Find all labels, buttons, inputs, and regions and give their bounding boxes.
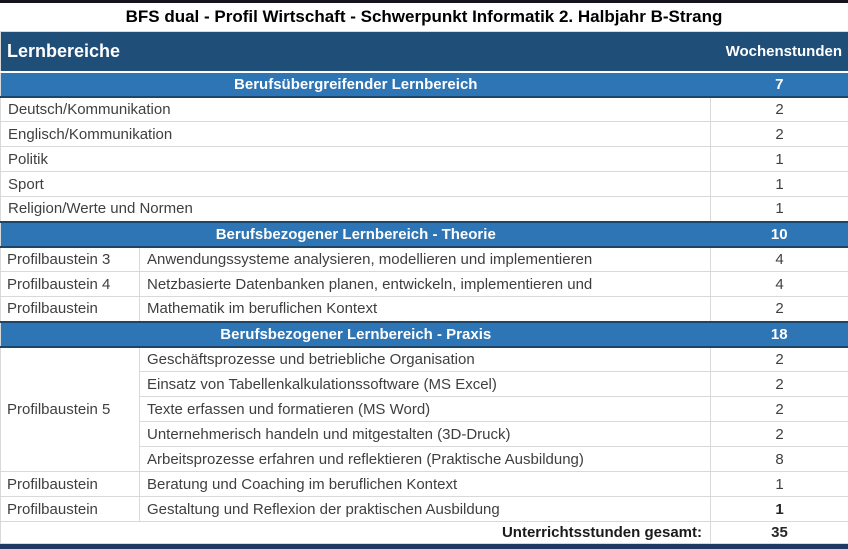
table-row: Profilbaustein 4 Netzbasierte Datenbanke… [0,271,848,297]
column-header-wochenstunden: Wochenstunden [710,31,848,73]
column-header-lernbereiche: Lernbereiche [0,31,711,73]
total-label-cell: Unterrichtsstunden gesamt: [0,521,712,544]
hours-cell: 2 [710,121,848,147]
subject-cell: Gestaltung und Reflexion der praktischen… [138,496,712,522]
section-header-theorie: Berufsbezogener Lernbereich - Theorie 10 [0,220,848,248]
section-hours: 7 [710,70,848,98]
hours-cell: 1 [710,146,848,172]
section-hours: 18 [710,320,848,348]
total-row: Unterrichtsstunden gesamt: 35 [0,521,848,544]
subject-cell: Mathematik im beruflichen Kontext [138,296,712,322]
subject-cell: Politik [0,146,712,172]
hours-cell: 8 [710,446,848,472]
subject-cell: Englisch/Kommunikation [0,121,712,147]
table-row: Profilbaustein 3 Anwendungssysteme analy… [0,246,848,272]
module-cell: Profilbaustein [0,471,140,497]
module-cell: Profilbaustein [0,496,140,522]
table-row: Texte erfassen und formatieren (MS Word)… [1,396,848,422]
hours-cell: 4 [710,246,848,272]
total-value-cell: 35 [710,521,848,544]
hours-cell: 1 [710,471,848,497]
subject-cell: Beratung und Coaching im beruflichen Kon… [138,471,712,497]
hours-cell: 2 [710,346,848,372]
table-row: Englisch/Kommunikation 2 [0,121,848,147]
section-title: Berufsbezogener Lernbereich - Theorie [0,220,711,248]
table-row: Einsatz von Tabellenkalkulationssoftware… [1,371,848,397]
hours-cell: 1 [710,171,848,197]
section-title: Berufsübergreifender Lernbereich [0,70,711,98]
table-header-row: Lernbereiche Wochenstunden [0,31,848,73]
hours-cell: 2 [710,96,848,122]
hours-cell: 1 [710,496,848,522]
subject-cell: Deutsch/Kommunikation [0,96,712,122]
table-row: Profilbaustein Gestaltung und Reflexion … [0,496,848,522]
section-header-praxis: Berufsbezogener Lernbereich - Praxis 18 [0,320,848,348]
module-cell: Profilbaustein [0,296,140,322]
module-cell: Profilbaustein 4 [0,271,140,297]
table-row: Profilbaustein Mathematik im beruflichen… [0,296,848,322]
module-cell-profilbaustein-5: Profilbaustein 5 [0,346,140,472]
module-cell: Profilbaustein 3 [0,246,140,272]
page-title: BFS dual - Profil Wirtschaft - Schwerpun… [125,7,723,26]
bottom-border-bar [0,544,848,549]
hours-cell: 2 [710,371,848,397]
subject-cell: Arbeitsprozesse erfahren und reflektiere… [138,446,712,472]
table-row: Unternehmerisch handeln und mitgestalten… [1,421,848,447]
subject-cell: Sport [0,171,712,197]
subject-cell: Netzbasierte Datenbanken planen, entwick… [138,271,712,297]
table-row: Profilbaustein Beratung und Coaching im … [0,471,848,497]
table-row: Politik 1 [0,146,848,172]
subject-cell: Texte erfassen und formatieren (MS Word) [138,396,712,422]
hours-cell: 4 [710,271,848,297]
subject-cell: Geschäftsprozesse und betriebliche Organ… [138,346,712,372]
section-title: Berufsbezogener Lernbereich - Praxis [0,320,711,348]
section-header-berufsuebergreifend: Berufsübergreifender Lernbereich 7 [0,70,848,98]
hours-cell: 2 [710,396,848,422]
subject-cell: Religion/Werte und Normen [0,196,712,222]
subject-cell: Unternehmerisch handeln und mitgestalten… [138,421,712,447]
hours-cell: 2 [710,296,848,322]
table-row: Sport 1 [0,171,848,197]
subject-cell: Einsatz von Tabellenkalkulationssoftware… [138,371,712,397]
curriculum-table: Lernbereiche Wochenstunden Berufsübergre… [0,31,848,544]
table-row: Religion/Werte und Normen 1 [0,196,848,222]
table-row: Arbeitsprozesse erfahren und reflektiere… [1,446,848,472]
table-row: Deutsch/Kommunikation 2 [0,96,848,122]
top-border-bar [0,0,848,3]
table-row: Profilbaustein 5 Geschäftsprozesse und b… [0,346,848,472]
hours-cell: 1 [710,196,848,222]
section-hours: 10 [710,220,848,248]
hours-cell: 2 [710,421,848,447]
subject-cell: Anwendungssysteme analysieren, modellier… [138,246,712,272]
